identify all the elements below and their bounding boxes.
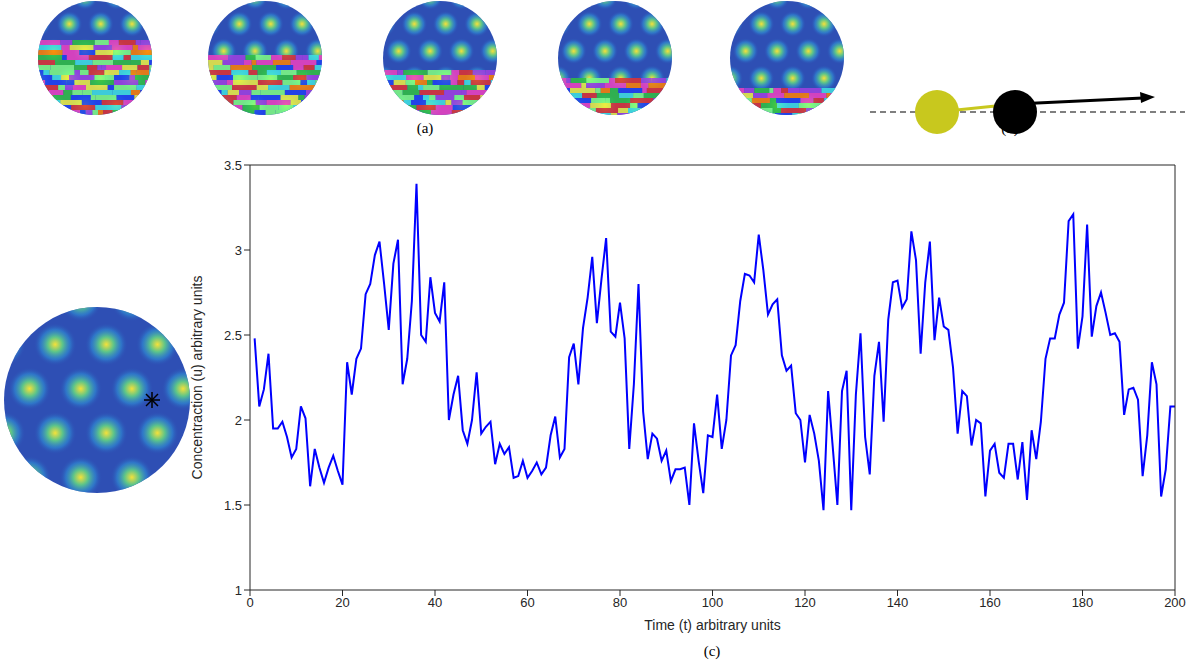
svg-text:(a): (a) [417,120,434,137]
svg-text:120: 120 [794,595,816,610]
svg-text:Concentraction (u) arbitrary u: Concentraction (u) arbitrary units [190,276,205,480]
svg-text:1.5: 1.5 [224,498,242,513]
svg-text:2.5: 2.5 [224,328,242,343]
svg-text:0: 0 [246,595,253,610]
svg-text:(b): (b) [1001,120,1019,137]
svg-text:180: 180 [1072,595,1094,610]
svg-text:160: 160 [979,595,1001,610]
svg-text:80: 80 [613,595,627,610]
svg-text:2: 2 [235,413,242,428]
svg-text:(c): (c) [704,643,721,660]
svg-text:3.5: 3.5 [224,158,242,173]
svg-text:40: 40 [428,595,442,610]
svg-text:3: 3 [235,243,242,258]
svg-text:20: 20 [335,595,349,610]
svg-text:100: 100 [702,595,724,610]
svg-text:Time (t) arbitrary units: Time (t) arbitrary units [644,617,780,633]
svg-text:200: 200 [1164,595,1186,610]
svg-text:140: 140 [887,595,909,610]
svg-text:1: 1 [235,583,242,598]
svg-text:60: 60 [520,595,534,610]
